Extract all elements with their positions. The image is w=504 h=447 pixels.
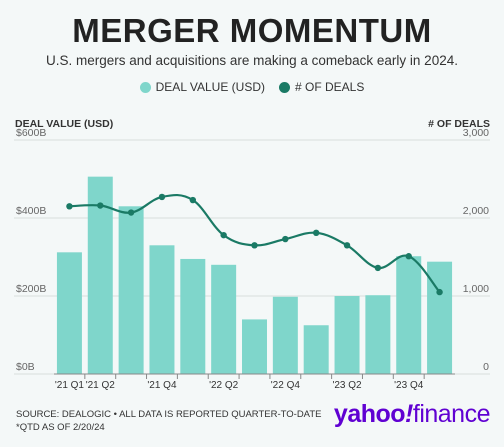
yahoo-finance-logo: yahoo!finance [333, 400, 491, 428]
bar [211, 264, 237, 374]
y-tick-label: $600B [16, 127, 46, 139]
deals-point [189, 196, 197, 204]
legend: DEAL VALUE (USD) # OF DEALS [0, 80, 504, 94]
legend-label-num-deals: # OF DEALS [295, 80, 365, 94]
x-tick-label: '22 Q4 [271, 380, 301, 391]
y-tick-label: $200B [16, 283, 46, 295]
legend-swatch-num-deals [279, 81, 290, 93]
source-note: SOURCE: DEALOGIC • ALL DATA IS REPORTED … [16, 409, 322, 420]
y-tick-label: $0B [16, 361, 35, 373]
deals-point [220, 231, 227, 239]
x-tick-label: '22 Q2 [209, 380, 239, 391]
bar [396, 256, 422, 374]
bar [242, 319, 267, 374]
deals-point [374, 264, 382, 272]
deals-point [343, 242, 351, 249]
deals-point [405, 253, 412, 260]
bar [334, 296, 360, 374]
legend-item-deal-value: DEAL VALUE (USD) [139, 80, 265, 94]
chart-subtitle: U.S. mergers and acquisitions are making… [46, 53, 458, 68]
deals-point [158, 193, 166, 201]
y-axis-title-left: DEAL VALUE (USD) [15, 118, 114, 130]
deals-point [251, 242, 258, 249]
deals-point [127, 209, 135, 216]
bar [303, 325, 329, 374]
legend-swatch-deal-value [139, 81, 151, 93]
legend-label-deal-value: DEAL VALUE (USD) [155, 80, 265, 94]
y-tick-label: $400B [16, 205, 46, 217]
legend-item-num-deals: # OF DEALS [279, 80, 364, 94]
y2-tick-label: 3,000 [463, 127, 489, 139]
deals-point [436, 288, 443, 296]
qtd-note: *QTD AS OF 2/20/24 [16, 422, 105, 433]
footer: SOURCE: DEALOGIC • ALL DATA IS REPORTED … [16, 408, 321, 434]
bar [118, 206, 144, 374]
chart-title: MERGER MOMENTUM [72, 12, 432, 49]
y-axis-title-right: # OF DEALS [428, 118, 490, 130]
deals-point [66, 203, 73, 210]
bar [87, 176, 113, 374]
y2-tick-label: 0 [483, 361, 489, 373]
y2-tick-label: 1,000 [463, 283, 489, 295]
x-tick-label: '21 Q4 [147, 380, 177, 391]
deals-point [312, 229, 320, 237]
y2-tick-label: 2,000 [463, 205, 489, 217]
x-tick-label: '23 Q2 [332, 380, 362, 391]
x-tick-label: '21 Q1 [55, 380, 85, 391]
bar [272, 296, 298, 374]
x-tick-label: '23 Q4 [394, 380, 424, 391]
bar [149, 245, 175, 374]
x-tick-label: '21 Q2 [86, 380, 116, 391]
bar [365, 295, 391, 374]
bar [180, 258, 206, 374]
deals-point [97, 202, 104, 209]
deals-point [282, 235, 289, 243]
bar [56, 252, 82, 374]
